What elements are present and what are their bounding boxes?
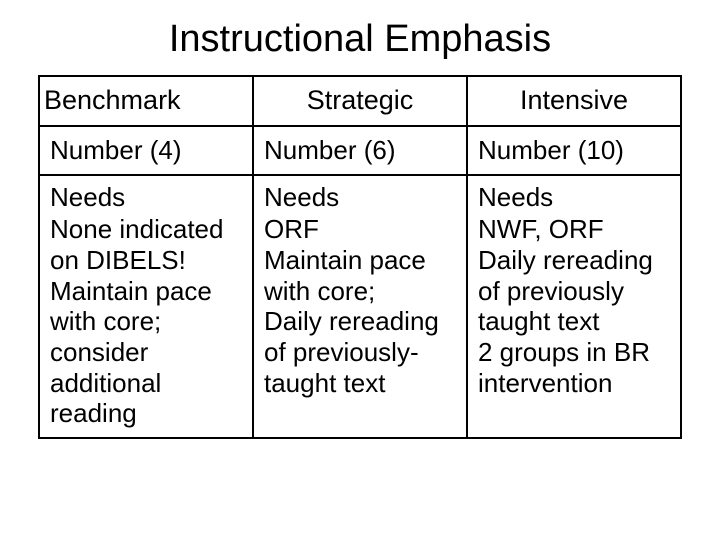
needs-body-strategic: ORF Maintain pace with core; Daily rerea…	[264, 214, 456, 398]
count-benchmark: Number (4)	[39, 126, 253, 175]
needs-label: Needs	[478, 182, 670, 213]
needs-label: Needs	[50, 182, 242, 213]
table-needs-row: Needs None indicated on DIBELS! Maintain…	[39, 175, 681, 438]
needs-label: Needs	[264, 182, 456, 213]
slide: Instructional Emphasis Benchmark Strateg…	[0, 0, 720, 540]
count-intensive: Number (10)	[467, 126, 681, 175]
table-header-row: Benchmark Strategic Intensive	[39, 76, 681, 126]
col-header-strategic: Strategic	[253, 76, 467, 126]
table-count-row: Number (4) Number (6) Number (10)	[39, 126, 681, 175]
col-header-intensive: Intensive	[467, 76, 681, 126]
emphasis-table: Benchmark Strategic Intensive Number (4)…	[38, 75, 682, 439]
needs-strategic: Needs ORF Maintain pace with core; Daily…	[253, 175, 467, 438]
needs-body-intensive: NWF, ORF Daily rereading of previously t…	[478, 214, 670, 398]
col-header-benchmark: Benchmark	[39, 76, 253, 126]
count-strategic: Number (6)	[253, 126, 467, 175]
needs-body-benchmark: None indicated on DIBELS! Maintain pace …	[50, 214, 242, 429]
needs-benchmark: Needs None indicated on DIBELS! Maintain…	[39, 175, 253, 438]
page-title: Instructional Emphasis	[38, 18, 682, 61]
needs-intensive: Needs NWF, ORF Daily rereading of previo…	[467, 175, 681, 438]
